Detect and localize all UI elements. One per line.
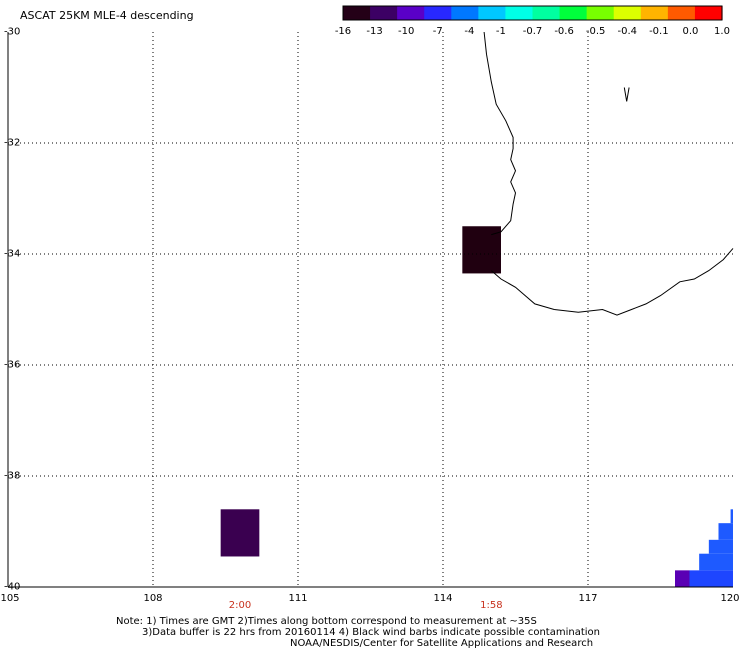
colorbar-frame — [342, 5, 723, 21]
colorbar-swatch — [613, 6, 642, 20]
colorbar-tick-label: 0.0 — [682, 26, 699, 37]
colorbar-tick-label: -7 — [432, 26, 443, 37]
colorbar-tick-label: -0.5 — [585, 26, 606, 37]
latitude-label: -36 — [4, 359, 21, 371]
colorbar-swatch — [559, 6, 588, 20]
latitude-label: -40 — [4, 581, 21, 593]
note-line-3: NOAA/NESDIS/Center for Satellite Applica… — [290, 638, 594, 649]
colorbar-tick-label: -4 — [464, 26, 475, 37]
colorbar-tick-label: -16 — [334, 26, 352, 37]
plot-title: ASCAT 25KM MLE-4 descending — [20, 9, 194, 22]
colorbar-swatch — [451, 6, 479, 20]
longitude-label: 108 — [143, 593, 163, 604]
longitude-label: 111 — [288, 593, 308, 604]
colorbar-swatch — [478, 6, 507, 20]
data-cell — [708, 539, 733, 554]
colorbar-swatch — [370, 6, 398, 20]
colorbar-swatch — [397, 6, 425, 20]
data-cell — [689, 570, 733, 587]
data-cell — [699, 553, 733, 571]
coastline-island — [623, 87, 630, 102]
colorbar-swatch — [505, 6, 534, 20]
colorbar-tick-label: 1.0 — [714, 26, 730, 37]
latitude-label: -30 — [4, 26, 21, 38]
colorbar-swatch — [640, 6, 669, 20]
data-cell — [675, 570, 690, 587]
colorbar-tick-label: -10 — [397, 26, 415, 37]
note-line-2: 3)Data buffer is 22 hrs from 20160114 4)… — [142, 627, 600, 638]
data-cell — [718, 523, 733, 540]
longitude-label: 117 — [578, 593, 598, 604]
colorbar-tick-label: -0.6 — [554, 26, 574, 37]
latitude-label: -34 — [4, 248, 21, 260]
time-label: 1:58 — [480, 600, 503, 611]
note-line-1: Note: 1) Times are GMT 2)Times along bot… — [116, 616, 537, 627]
colorbar-tick-label: -0.1 — [649, 26, 669, 37]
data-cell — [730, 509, 733, 524]
latitude-label: -38 — [4, 470, 21, 482]
colorbar-swatch — [424, 6, 452, 20]
colorbar-tick-label: -1 — [495, 26, 506, 37]
colorbar-swatch — [586, 6, 615, 20]
colorbar-swatch — [667, 6, 696, 20]
longitude-label: 114 — [433, 593, 453, 604]
longitude-label: 105 — [0, 593, 20, 604]
colorbar-swatch — [694, 6, 723, 20]
latitude-label: -32 — [4, 137, 21, 149]
coastline — [490, 248, 734, 316]
time-label: 2:00 — [228, 600, 252, 611]
coastline — [483, 31, 517, 236]
data-cell — [220, 509, 260, 557]
colorbar-tick-label: -0.4 — [617, 26, 638, 37]
colorbar-tick-label: -13 — [366, 26, 383, 37]
longitude-label: 120 — [720, 593, 740, 604]
colorbar-tick-label: -0.7 — [522, 26, 543, 37]
colorbar-swatch — [532, 6, 561, 20]
colorbar-swatch — [343, 6, 371, 20]
